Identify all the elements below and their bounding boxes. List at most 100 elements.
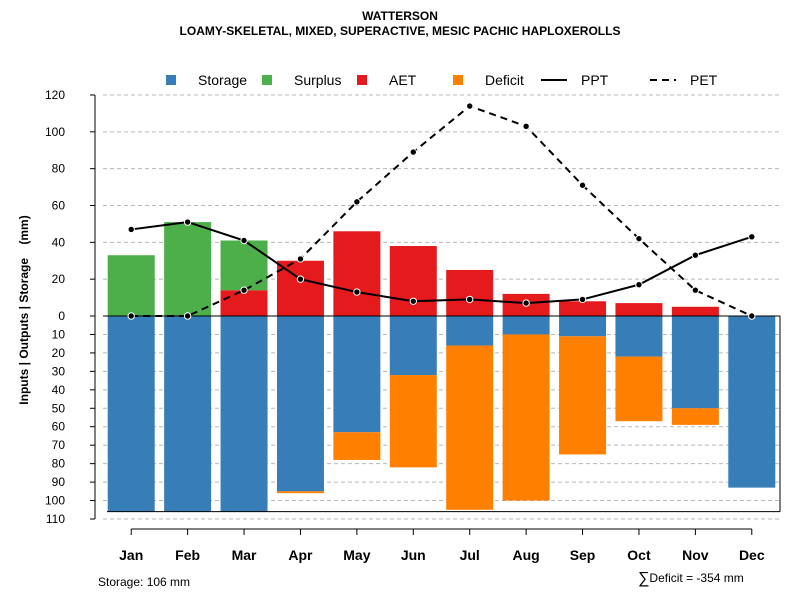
x-tick-label-may: May	[343, 547, 370, 563]
pet-point	[353, 198, 361, 206]
y-tick-label: 80	[52, 162, 66, 176]
storage-bar-aug	[502, 316, 550, 335]
y-tick-label: 70	[52, 438, 66, 452]
x-tick-label-nov: Nov	[682, 547, 709, 563]
storage-bar-jul	[446, 316, 494, 346]
storage-bar-may	[333, 316, 381, 433]
legend-surplus-label: Surplus	[294, 72, 341, 88]
aet-bar-apr	[276, 260, 324, 316]
x-tick-label-apr: Apr	[288, 547, 313, 563]
y-tick-label: 20	[52, 346, 66, 360]
ppt-point	[466, 295, 474, 304]
surplus-bar-feb	[164, 222, 212, 316]
y-tick-label: 50	[52, 401, 66, 415]
deficit-note-text: Deficit = -354 mm	[649, 571, 744, 585]
ppt-point	[748, 233, 756, 241]
aet-bar-jul	[446, 269, 494, 316]
storage-bar-nov	[671, 316, 719, 409]
y-tick-label: 60	[52, 420, 66, 434]
x-tick-label-jun: Jun	[401, 547, 426, 563]
x-tick-label-dec: Dec	[739, 547, 765, 563]
deficit-bar-sep	[559, 336, 607, 455]
x-tick-label-sep: Sep	[570, 547, 596, 563]
aet-bar-mar	[220, 290, 268, 316]
storage-note: Storage: 106 mm	[98, 575, 191, 589]
legend-deficit-label: Deficit	[485, 72, 524, 88]
y-axis-label: Inputs | Outputs | Storage (mm)	[17, 215, 31, 404]
pet-point	[296, 255, 305, 263]
x-tick-label-jan: Jan	[119, 547, 143, 563]
y-tick-label: 120	[45, 88, 65, 102]
ppt-point	[409, 297, 417, 305]
pet-point	[240, 286, 248, 294]
x-tick-label-feb: Feb	[175, 547, 200, 563]
x-tick-label-jul: Jul	[460, 547, 480, 563]
chart-title: WATTERSON	[362, 9, 438, 23]
pet-point	[127, 312, 135, 320]
ppt-point	[353, 288, 361, 296]
pet-point	[635, 234, 643, 243]
surplus-bar-jan	[107, 255, 155, 316]
pet-point	[748, 312, 756, 320]
legend-ppt-label: PPT	[581, 72, 609, 88]
legend-pet-label: PET	[690, 72, 718, 88]
storage-bar-jun	[389, 316, 437, 376]
aet-bar-sep	[559, 301, 607, 316]
storage-bar-feb	[164, 316, 212, 512]
x-tick-label-oct: Oct	[627, 547, 651, 563]
y-tick-label: 0	[58, 309, 65, 323]
legend-storage-swatch	[166, 75, 176, 85]
pet-point	[522, 122, 530, 131]
ppt-point	[522, 299, 530, 307]
deficit-bar-jun	[389, 375, 437, 468]
ppt-point	[578, 295, 587, 304]
storage-bar-apr	[276, 316, 324, 492]
aet-bar-oct	[615, 303, 663, 316]
storage-bar-oct	[615, 316, 663, 357]
y-tick-label: 90	[52, 475, 66, 489]
legend-surplus-swatch	[262, 75, 272, 85]
sum-symbol: ∑	[638, 570, 650, 587]
ppt-line	[131, 221, 753, 305]
ppt-point	[296, 275, 305, 283]
pet-point	[578, 181, 587, 189]
y-tick-label: 40	[52, 383, 66, 397]
legend-aet-swatch	[357, 75, 367, 85]
ppt-point	[635, 280, 643, 289]
ppt-point	[691, 251, 700, 259]
chart-subtitle: LOAMY-SKELETAL, MIXED, SUPERACTIVE, MESI…	[179, 24, 621, 38]
deficit-bar-may	[333, 432, 381, 460]
storage-bar-dec	[728, 316, 776, 488]
y-tick-label: 100	[45, 125, 65, 139]
y-tick-label: 100	[45, 494, 65, 508]
pet-point	[466, 102, 474, 110]
x-tick-label-aug: Aug	[513, 547, 540, 563]
storage-bar-mar	[220, 316, 268, 512]
pet-point	[691, 286, 700, 294]
legend-deficit-swatch	[453, 75, 463, 85]
y-tick-label: 40	[52, 235, 66, 249]
legend-storage-label: Storage	[198, 72, 247, 88]
storage-bar-jan	[107, 316, 155, 512]
y-tick-label: 10	[52, 327, 66, 341]
y-tick-label: 60	[52, 199, 66, 213]
y-tick-label: 20	[52, 272, 66, 286]
x-tick-label-mar: Mar	[232, 547, 257, 563]
y-tick-label: 80	[52, 457, 66, 471]
legend-aet-label: AET	[389, 72, 417, 88]
ppt-point	[127, 225, 135, 234]
aet-bar-nov	[671, 306, 719, 316]
storage-bar-sep	[559, 316, 607, 337]
pet-point	[183, 312, 192, 320]
y-tick-label: 30	[52, 364, 66, 378]
deficit-bar-jul	[446, 345, 494, 510]
aet-bar-may	[333, 231, 381, 316]
pet-line	[131, 104, 753, 317]
pet-point	[409, 148, 417, 156]
deficit-bar-nov	[671, 408, 719, 425]
ppt-point	[183, 218, 192, 226]
surplus-bar-mar	[220, 240, 268, 291]
ppt-point	[240, 236, 248, 245]
y-tick-label: 110	[46, 512, 65, 526]
